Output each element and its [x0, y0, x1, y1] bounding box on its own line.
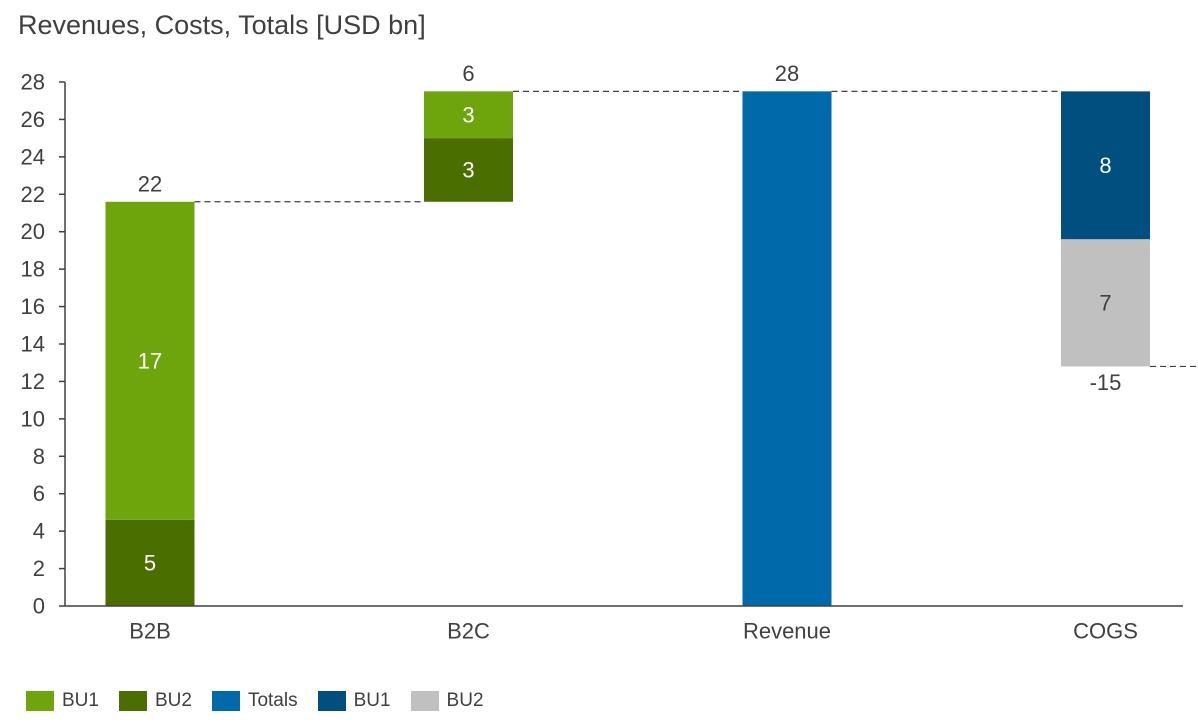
bar-segment — [424, 138, 513, 202]
legend-item: BU1 — [26, 690, 99, 712]
segment-data-label: 5 — [144, 550, 156, 575]
legend-item: BU2 — [118, 690, 192, 712]
y-tick-label: 8 — [33, 444, 45, 469]
y-tick-label: 0 — [33, 594, 45, 619]
bar-total-label: 28 — [775, 61, 799, 86]
legend-item: Totals — [211, 690, 298, 712]
legend-label: BU2 — [154, 690, 192, 711]
bar-total-label: 22 — [138, 171, 162, 196]
bar-segment — [105, 201, 195, 520]
segment-data-label: 8 — [1099, 153, 1111, 178]
segment-data-label: 3 — [462, 157, 474, 182]
segment-data-label: 17 — [138, 348, 162, 373]
y-tick-label: 26 — [21, 107, 45, 132]
legend-swatch — [118, 691, 147, 711]
x-tick-label: COGS — [1073, 619, 1138, 644]
bar-segment — [742, 91, 832, 607]
y-tick-label: 6 — [33, 481, 45, 506]
bar-segment — [1061, 239, 1150, 367]
bar-total-label: 6 — [462, 61, 474, 86]
legend-label: BU2 — [446, 690, 484, 711]
y-tick-label: 20 — [21, 219, 45, 244]
y-tick-label: 12 — [21, 369, 45, 394]
legend-label: BU1 — [62, 690, 99, 711]
y-tick-label: 24 — [21, 144, 45, 169]
segment-data-label: 7 — [1099, 290, 1111, 315]
legend-item: BU1 — [317, 690, 391, 712]
y-tick-label: 16 — [21, 294, 45, 319]
y-tick-label: 18 — [21, 257, 45, 282]
legend-swatch — [26, 691, 54, 711]
y-tick-label: 22 — [21, 182, 45, 207]
legend-label: BU1 — [353, 690, 391, 711]
legend-swatch — [317, 691, 346, 711]
legend: BU1 BU2 Totals BU1 BU2 — [26, 690, 504, 712]
legend-swatch — [211, 691, 240, 711]
bar-segment — [105, 519, 195, 606]
x-tick-label: B2B — [129, 619, 171, 644]
legend-swatch — [410, 691, 439, 711]
y-tick-label: 10 — [21, 406, 45, 431]
x-tick-label: B2C — [447, 619, 490, 644]
bar-segment — [1061, 91, 1150, 240]
legend-item: BU2 — [410, 690, 484, 712]
y-tick-label: 4 — [33, 519, 45, 544]
chart-title: Revenues, Costs, Totals [USD bn] — [18, 10, 426, 40]
bar-segment — [424, 91, 513, 139]
legend-label: Totals — [247, 690, 298, 711]
x-tick-label: Revenue — [743, 619, 831, 644]
segment-data-label: 3 — [462, 102, 474, 127]
y-tick-label: 2 — [33, 556, 45, 581]
bar-total-label: -15 — [1090, 370, 1122, 395]
y-tick-label: 14 — [21, 332, 45, 357]
y-tick-label: 28 — [21, 70, 45, 95]
